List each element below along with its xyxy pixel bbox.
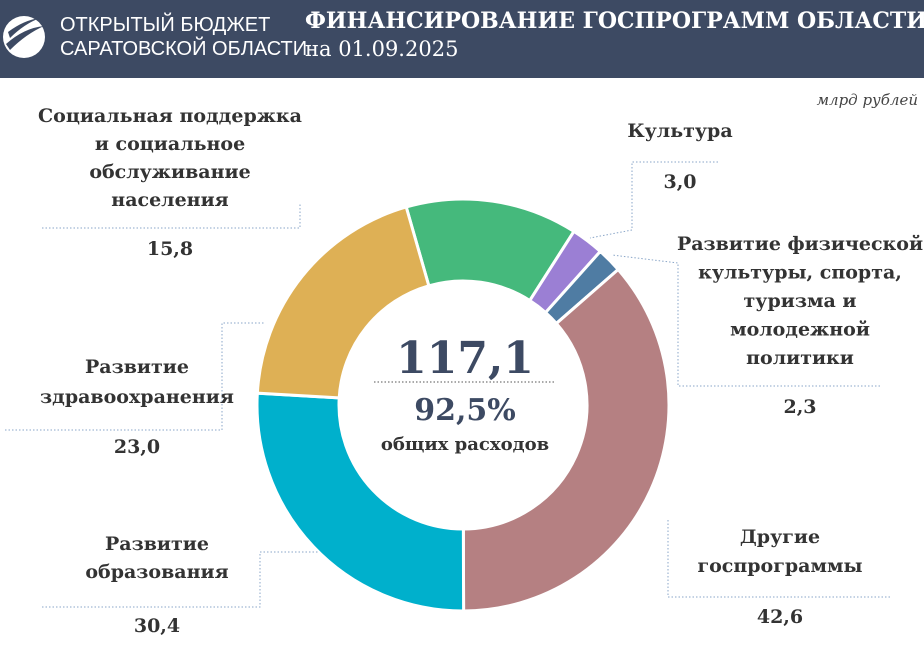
category-label: Другие госпрограммы <box>697 526 862 577</box>
share: 92,5% <box>414 393 516 428</box>
value-label: 23,0 <box>114 436 160 458</box>
value-label: 30,4 <box>134 615 180 637</box>
leader-line <box>611 254 880 387</box>
value-label: 42,6 <box>757 606 803 628</box>
value-label: 15,8 <box>147 238 193 260</box>
donut-segment <box>255 391 466 613</box>
logo-text: ОТКРЫТЫЙ БЮДЖЕТ <box>60 12 270 36</box>
leader-line <box>589 161 718 239</box>
donut-segment <box>255 205 431 400</box>
donut-segment <box>461 267 671 613</box>
category-label: Культура <box>627 120 732 142</box>
category-label: Развитие физической культуры, спорта, тури… <box>677 233 923 369</box>
title: ФИНАНСИРОВАНИЕ ГОСПРОГРАММ ОБЛАСТИ <box>305 8 924 34</box>
logo-text: САРАТОВСКОЙ ОБЛАСТИ <box>60 36 307 60</box>
header-bar <box>0 0 924 78</box>
leader-line <box>667 520 890 598</box>
category-label: Социальная поддержка и социальное обслужив… <box>38 105 302 211</box>
category-label: Развитие образования <box>85 533 228 583</box>
leader-line <box>5 322 265 431</box>
total: 117,1 <box>396 333 534 384</box>
logo-icon <box>3 16 45 58</box>
unit: млрд рублей <box>817 91 918 109</box>
value-label: 3,0 <box>663 171 696 193</box>
category-label: Развитие здравоохранения <box>40 356 234 408</box>
subtitle: на 01.09.2025 <box>305 37 458 61</box>
value-label: 2,3 <box>783 396 816 418</box>
leader-line <box>42 551 318 608</box>
share-caption: общих расходов <box>381 434 549 455</box>
